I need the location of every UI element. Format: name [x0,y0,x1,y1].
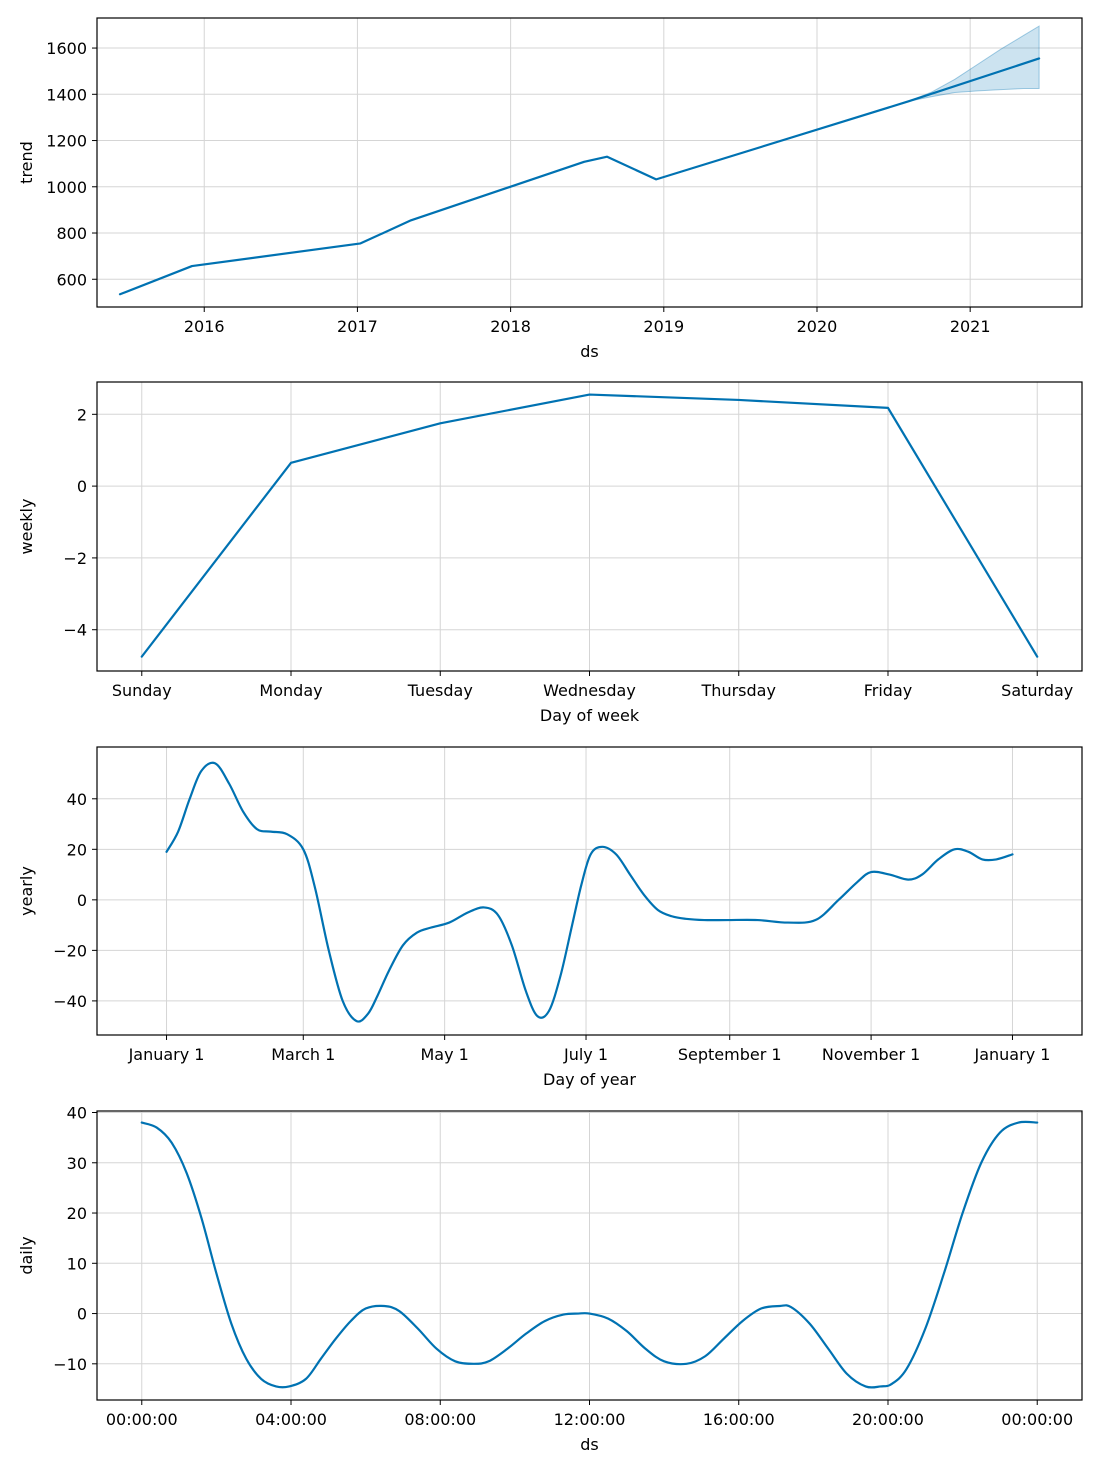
y-tick-label: 30 [67,1154,87,1173]
plot-frame [96,17,1083,308]
x-tick-label: Sunday [112,681,172,700]
y-tick-label: −40 [53,992,87,1011]
x-tick-label: 08:00:00 [404,1410,476,1429]
uncertainty-band [908,25,1040,102]
yearly-series-line [165,761,1014,1023]
x-tick-label: Saturday [1001,681,1073,700]
x-tick-label: 2021 [950,317,991,336]
y-axis-label: yearly [17,866,36,916]
y-tick-label: 20 [67,1204,87,1223]
y-axis-label: trend [17,141,36,184]
y-tick-label: 1400 [46,85,87,104]
x-tick-label: July 1 [563,1045,608,1064]
weekly-panel: Sunday Monday Tuesday Wednesday Thursday Frid… [17,381,1083,725]
weekly-series-line [140,393,1039,658]
x-tick-label: Tuesday [407,681,473,700]
y-tick-label: −10 [53,1355,87,1374]
x-tick-label: 2018 [490,317,531,336]
x-axis-label: Day of week [540,706,640,725]
x-tick-label: 16:00:00 [703,1410,775,1429]
x-tick-label: January 1 [974,1045,1051,1064]
plot-frame [96,381,1083,672]
x-axis-label: ds [580,342,599,361]
y-tick-label: −2 [63,549,87,568]
x-tick-label: 04:00:00 [255,1410,327,1429]
x-tick-label: 00:00:00 [1001,1410,1073,1429]
trend-series-line [118,57,1041,296]
y-tick-label: 40 [67,790,87,809]
x-tick-label: November 1 [822,1045,921,1064]
y-tick-label: 2 [77,405,87,424]
x-tick-label: 2016 [184,317,225,336]
y-tick-label: 1000 [46,178,87,197]
plot-frame [96,1110,1083,1401]
x-tick-label: 12:00:00 [554,1410,626,1429]
y-axis-label: weekly [17,499,36,555]
y-tick-label: 20 [67,840,87,859]
x-tick-label: 2019 [643,317,684,336]
x-tick-label: Monday [259,681,322,700]
y-tick-label: 40 [67,1104,87,1123]
y-tick-label: 600 [56,270,87,289]
y-tick-label: 0 [77,1305,87,1324]
y-tick-label: 1600 [46,39,87,58]
daily-panel: 00:00:00 04:00:00 08:00:00 12:00:00 16:00:00… [17,1104,1083,1454]
trend-panel: 2016 2017 2018 2019 2020 2021 600 800 1000 1200 14… [17,17,1083,361]
y-tick-label: −4 [63,621,87,640]
y-tick-label: −20 [53,941,87,960]
x-tick-label: May 1 [420,1045,468,1064]
y-axis-label: daily [17,1236,36,1274]
yearly-panel: January 1 March 1 May 1 July 1 September 1 No… [17,746,1083,1089]
x-tick-label: March 1 [271,1045,335,1064]
x-tick-label: 00:00:00 [106,1410,178,1429]
plot-frame [96,746,1083,1036]
x-tick-label: January 1 [128,1045,205,1064]
x-axis-label: ds [580,1435,599,1454]
daily-series-line [140,1120,1039,1389]
x-tick-label: 20:00:00 [852,1410,924,1429]
y-tick-label: 1200 [46,132,87,151]
x-tick-label: 2017 [337,317,378,336]
x-axis-label: Day of year [543,1070,636,1089]
x-tick-label: 2020 [797,317,838,336]
y-tick-label: 0 [77,891,87,910]
x-tick-label: Friday [864,681,913,700]
x-tick-label: September 1 [678,1045,782,1064]
x-tick-label: Wednesday [543,681,636,700]
x-tick-label: Thursday [701,681,776,700]
y-tick-label: 800 [56,224,87,243]
y-tick-label: 10 [67,1254,87,1273]
y-tick-label: 0 [77,477,87,496]
